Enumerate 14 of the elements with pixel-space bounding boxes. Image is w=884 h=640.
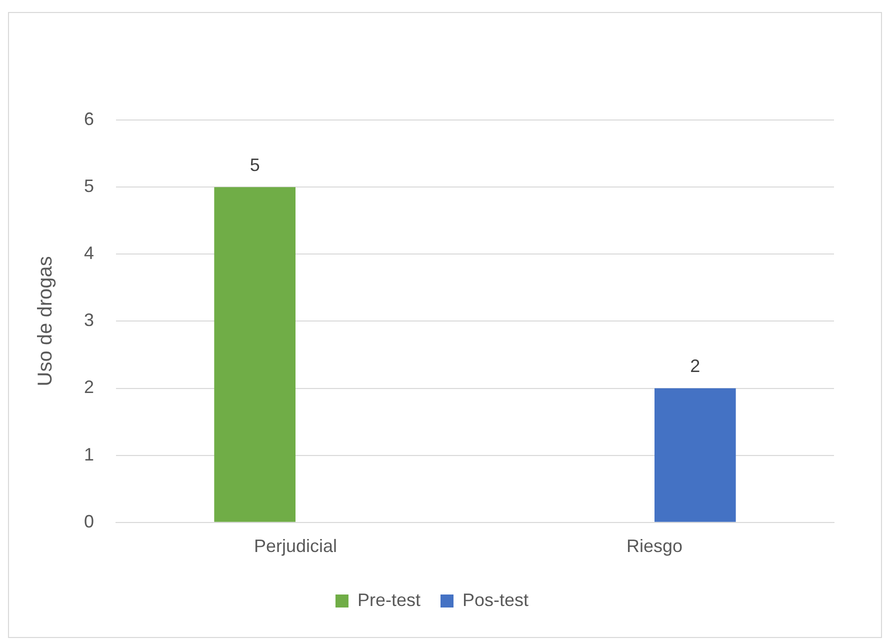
y-tick-label: 0 <box>84 511 94 532</box>
legend-label: Pos-test <box>462 590 529 610</box>
legend-label: Pre-test <box>357 590 421 610</box>
y-axis-title: Uso de drogas <box>34 256 57 386</box>
data-label: 2 <box>690 356 700 376</box>
x-tick-label: Riesgo <box>626 536 683 556</box>
x-tick-label: Perjudicial <box>254 536 338 556</box>
data-label: 5 <box>250 155 260 176</box>
y-tick-label: 2 <box>84 377 94 398</box>
y-tick-label: 6 <box>84 108 94 129</box>
y-tick-label: 3 <box>84 310 94 330</box>
y-tick-label: 1 <box>84 444 94 464</box>
y-tick-label: 4 <box>84 243 94 264</box>
y-tick-label: 5 <box>84 176 94 196</box>
